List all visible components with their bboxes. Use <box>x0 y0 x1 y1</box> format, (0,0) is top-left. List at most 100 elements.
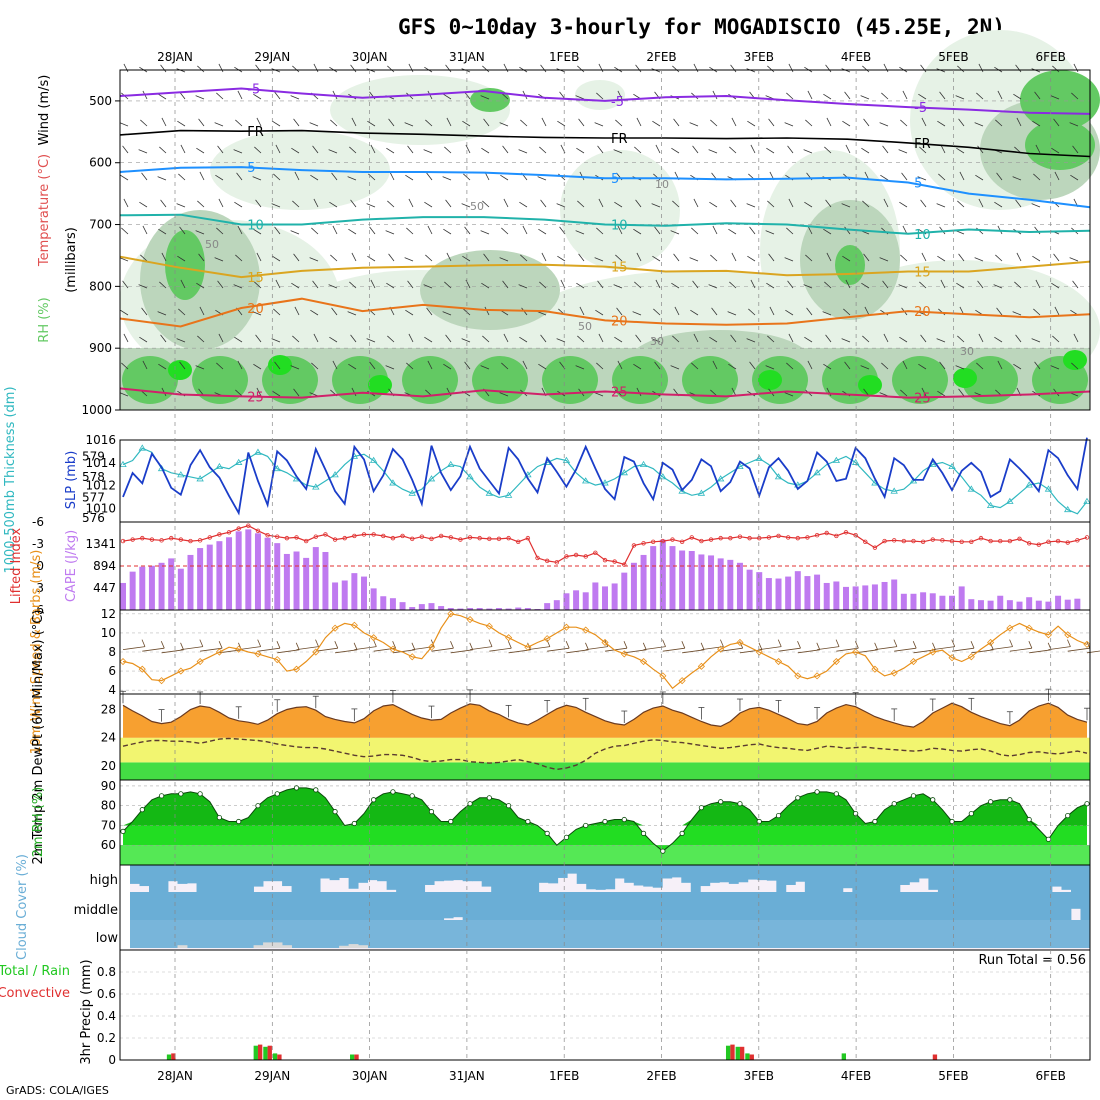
wind-barb <box>366 338 376 343</box>
rh-point <box>120 828 126 834</box>
wind-barb <box>537 311 547 316</box>
rh-point <box>139 807 145 813</box>
wind-barb <box>844 91 851 100</box>
thickness-point <box>177 471 185 478</box>
cloud-cell-middle <box>215 892 226 920</box>
cloud-cell-high <box>500 865 511 892</box>
wind10-barb-flag <box>989 642 994 650</box>
date-label-bottom: 3FEB <box>744 1069 774 1083</box>
rh-shade-18 <box>1025 120 1095 170</box>
cloud-cell-middle <box>652 892 663 920</box>
wind-barb <box>689 257 699 262</box>
rh-shade-bright-4 <box>858 375 882 395</box>
wind-barb <box>671 147 680 154</box>
wind-barb <box>993 284 1003 289</box>
date-label-top: 30JAN <box>352 50 388 64</box>
li-point <box>217 532 222 537</box>
wind-barb <box>691 362 699 370</box>
wind10-barb <box>315 647 338 652</box>
wind10-barb <box>257 647 281 652</box>
wind-barb <box>899 336 908 343</box>
wind-barb <box>119 392 129 397</box>
cloud-cell-middle <box>766 892 777 920</box>
wind-barb <box>673 253 680 262</box>
cloud-cell-middle <box>975 892 986 920</box>
cloud-cell-high <box>168 865 178 882</box>
cloud-cell-high <box>795 865 806 882</box>
cape-bar <box>987 600 994 610</box>
cloud-cell-middle <box>491 892 502 920</box>
wind-barb <box>692 145 699 154</box>
wind-barb <box>939 91 946 100</box>
li-point <box>323 532 328 537</box>
cloud-cell-high <box>396 865 407 892</box>
cape-bar <box>871 584 878 610</box>
thickness-point <box>716 475 725 482</box>
cape-bar <box>708 555 715 610</box>
wind-barb <box>767 65 775 73</box>
ytick-label: 500 <box>89 94 112 108</box>
wind-barb <box>784 392 794 397</box>
wind-barb <box>786 227 794 235</box>
li-point <box>303 538 309 544</box>
wind-barb <box>539 146 547 154</box>
wind10-barb <box>797 649 820 654</box>
wind-barb <box>919 146 927 154</box>
wind-barb <box>636 387 642 397</box>
li-point <box>448 535 453 540</box>
wind-barb <box>122 145 129 154</box>
wind-barb <box>1071 362 1079 370</box>
cloud-cell-high <box>519 865 530 892</box>
wind10-point <box>1083 640 1091 648</box>
cloud-cell-middle <box>301 892 311 920</box>
isotherm-label: FR <box>247 125 264 140</box>
cloud-cell-high <box>491 865 502 892</box>
wind-barb <box>272 390 281 397</box>
precip-tick: 0.6 <box>97 987 116 1001</box>
cloud-cell-high <box>757 865 768 881</box>
cloud-cell-middle <box>1023 892 1034 920</box>
wind-barb <box>881 92 889 100</box>
cape-bar <box>679 550 686 610</box>
credit-label: GrADS: COLA/IGES <box>6 1084 109 1097</box>
li-point <box>593 550 598 555</box>
cloud-cell-low <box>272 942 283 948</box>
wind-barb <box>1016 117 1022 127</box>
wind10-barb <box>450 649 473 654</box>
cape-bar <box>457 608 464 610</box>
cape-bar <box>611 583 618 610</box>
li-point <box>1026 541 1032 546</box>
wind10-barb-flag <box>835 639 840 647</box>
wind-barb <box>237 225 243 235</box>
rh-contour-label: 50 <box>578 320 592 333</box>
wind-barb <box>823 228 832 235</box>
precip-bar-total <box>841 1053 846 1060</box>
cloud-cell-high <box>443 865 454 881</box>
rh-point <box>409 793 415 799</box>
cloud-cell-middle <box>595 892 606 920</box>
wind-barb <box>823 93 832 100</box>
cloud-cell-middle <box>149 892 159 920</box>
wind-barb <box>841 338 851 343</box>
wind-barb <box>423 284 433 289</box>
cloud-cell-high <box>681 865 692 883</box>
wind-barb <box>673 118 680 127</box>
wind10-point <box>601 638 609 647</box>
cloud-cell-middle <box>804 892 815 920</box>
cape-bar <box>370 588 377 610</box>
wind10-barb-flag <box>720 639 724 647</box>
wind-barb <box>406 227 414 235</box>
wind-barb <box>708 284 718 289</box>
wind-barb <box>976 92 984 100</box>
li-point <box>930 537 935 542</box>
cloud-cell-middle <box>538 892 549 920</box>
wind-barb <box>860 95 870 100</box>
wind-barb <box>654 226 661 235</box>
thickness-point <box>755 454 763 461</box>
precip-bar-total <box>745 1053 750 1060</box>
li-point <box>275 534 280 539</box>
wind-barb <box>978 333 984 343</box>
wind-barb <box>443 363 452 370</box>
cloud-cell-high <box>994 865 1005 892</box>
cape-bar <box>669 546 676 610</box>
